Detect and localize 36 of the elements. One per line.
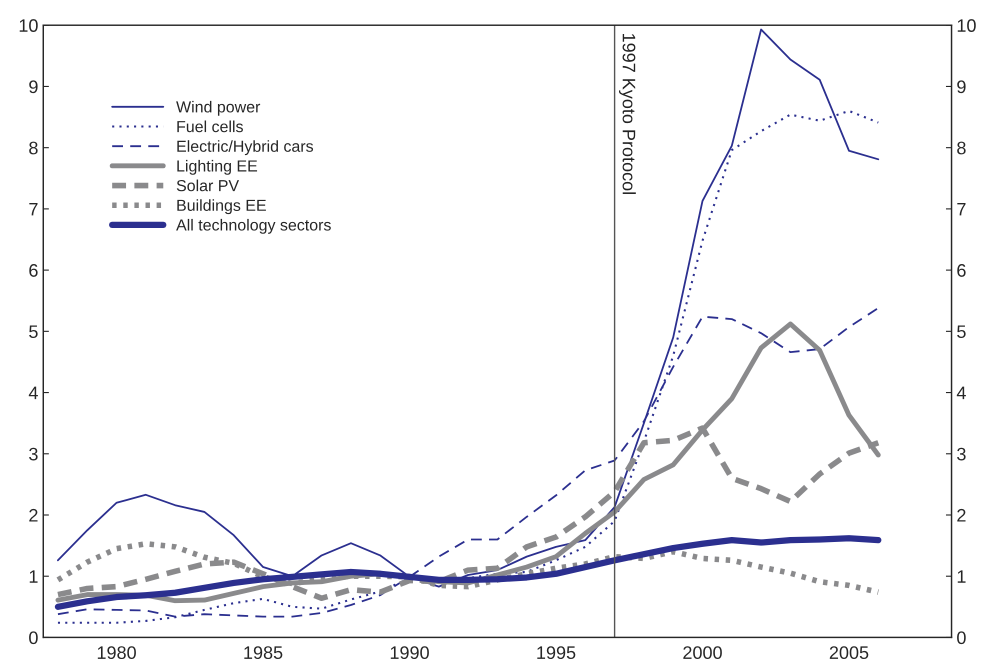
x-tick-label: 1980 xyxy=(98,646,136,660)
legend-label: Electric/Hybrid cars xyxy=(177,140,314,156)
x-tick-label: 2000 xyxy=(683,646,722,660)
legend-label: All technology sectors xyxy=(176,218,331,234)
y-tick-label: 6 xyxy=(29,264,38,277)
y-tick-label: 10 xyxy=(20,19,38,32)
y2-tick-label: 1 xyxy=(958,570,966,583)
y-tick-label: 3 xyxy=(29,448,38,460)
legend-label: Solar PV xyxy=(176,180,240,192)
y2-tick-label: 3 xyxy=(957,448,966,460)
legend-label: Fuel cells xyxy=(177,120,243,132)
legend-label: Buildings EE xyxy=(177,199,266,214)
y-tick-label: 8 xyxy=(29,142,38,154)
y-tick-label: 1 xyxy=(30,570,38,583)
y-tick-label: 2 xyxy=(29,508,38,522)
y2-tick-label: 2 xyxy=(957,508,966,522)
x-tick-label: 2005 xyxy=(830,646,868,660)
y-tick-label: 9 xyxy=(29,80,38,94)
y-tick-label: 0 xyxy=(29,631,38,644)
y-tick-label: 4 xyxy=(28,386,38,400)
legend-label: Wind power xyxy=(176,100,260,116)
legend-label: Lighting EE xyxy=(177,160,258,175)
x-tick-label: 1995 xyxy=(537,646,576,660)
x-tick-label: 1985 xyxy=(244,646,282,660)
y-tick-label: 5 xyxy=(29,325,38,338)
y2-tick-label: 10 xyxy=(958,19,976,32)
y2-tick-label: 6 xyxy=(957,264,966,277)
ref-line-label: 1997 Kyoto Protocol xyxy=(619,34,636,194)
y2-tick-label: 9 xyxy=(957,80,966,94)
x-tick-label: 1990 xyxy=(390,646,429,660)
y2-tick-label: 8 xyxy=(957,142,966,154)
y2-tick-label: 0 xyxy=(957,631,966,644)
y2-tick-label: 4 xyxy=(956,386,966,400)
y2-tick-label: 7 xyxy=(957,203,966,216)
y2-tick-label: 5 xyxy=(957,325,966,338)
y-tick-label: 7 xyxy=(29,203,38,216)
